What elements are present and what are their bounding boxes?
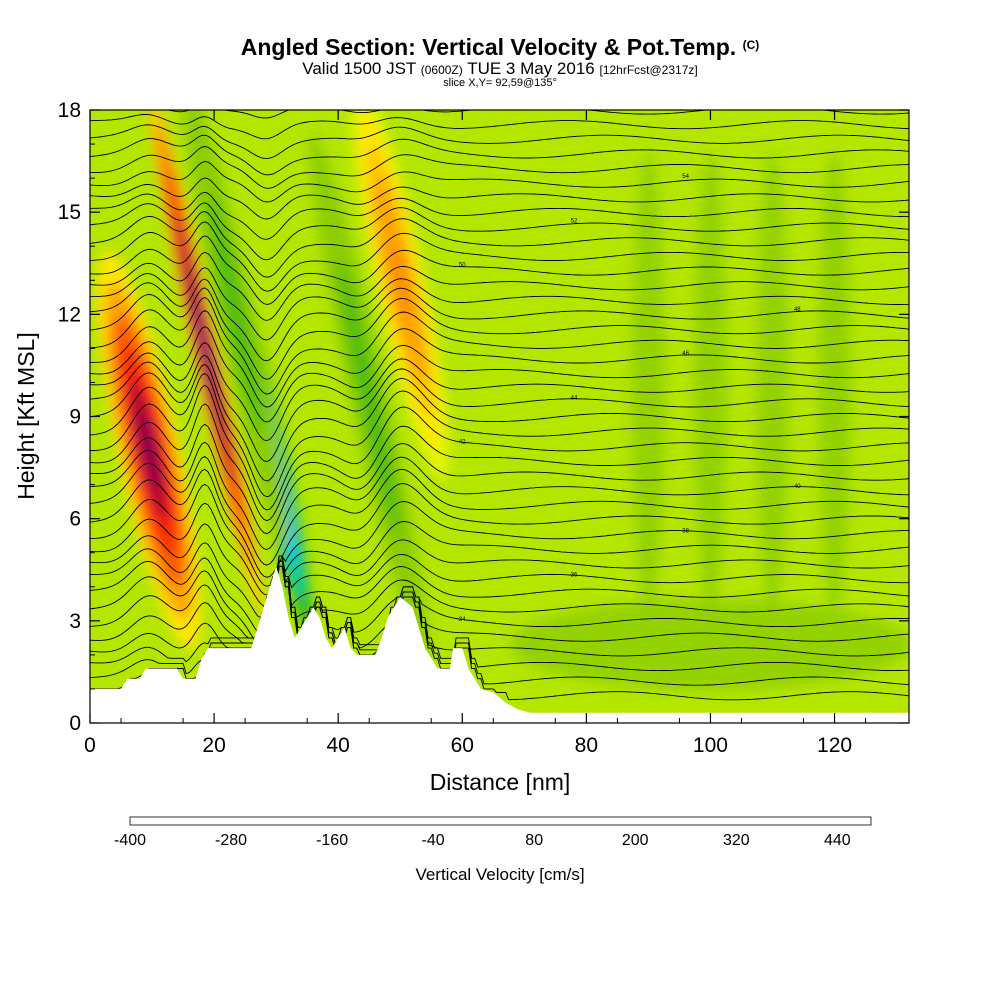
colorbar-label: 80	[525, 832, 543, 849]
x-axis-title: Distance [nm]	[430, 769, 571, 795]
y-tick-label: 6	[69, 508, 81, 531]
colorbar-label: -280	[215, 832, 247, 849]
contour-label: 40	[794, 484, 801, 490]
contour-label: 36	[571, 573, 578, 579]
contour-label: 34	[459, 617, 466, 623]
isentrope	[90, 251, 909, 321]
isentrope	[90, 468, 909, 578]
isentrope	[90, 455, 909, 566]
isentrope	[90, 560, 909, 686]
weak-band	[756, 152, 789, 613]
isentrope	[90, 235, 909, 305]
updraft-core	[193, 295, 217, 402]
isentrope	[90, 124, 909, 160]
colorbar-label: 200	[622, 832, 649, 849]
isentrope	[90, 483, 909, 587]
isentrope	[90, 287, 909, 380]
isentrope	[90, 542, 909, 618]
updraft-core	[390, 240, 411, 321]
isentrope	[90, 565, 909, 646]
contour-label: 50	[459, 263, 466, 269]
terrain-mask	[90, 566, 909, 723]
contour-label: 44	[571, 395, 578, 401]
x-tick-label: 60	[451, 734, 474, 757]
isentrope	[90, 354, 909, 463]
contour-label: 46	[682, 351, 689, 357]
isentrope	[90, 502, 909, 596]
isentrope	[90, 296, 909, 395]
isentrope	[90, 565, 909, 657]
isentrope	[90, 441, 909, 550]
chart-title: Angled Section: Vertical Velocity & Pot.…	[240, 34, 760, 60]
x-axis: 0 20 40 60 80 100 120	[84, 110, 867, 757]
isentrope	[90, 221, 909, 292]
weak-band	[632, 152, 665, 613]
colorbar-title: Vertical Velocity [cm/s]	[415, 865, 584, 884]
isentrope	[90, 523, 909, 608]
plot-area: 34 36 38 40 42 44 46 48 50 52 54	[90, 87, 909, 723]
colorbar-label: -40	[422, 832, 445, 849]
x-tick-label: 0	[84, 734, 96, 757]
y-tick-label: 9	[69, 406, 81, 429]
contour-label: 42	[459, 440, 466, 446]
isentrope	[90, 403, 909, 522]
isentrope	[90, 555, 909, 639]
isentrope	[90, 384, 909, 511]
isentrope	[90, 423, 909, 535]
isentrope	[90, 161, 909, 203]
isentrope	[90, 560, 909, 649]
isentrope	[90, 202, 909, 261]
y-axis-title: Height [Kft MSL]	[13, 332, 39, 499]
isentrope	[90, 87, 909, 100]
title-block: Angled Section: Vertical Velocity & Pot.…	[0, 36, 1000, 89]
isentrope	[90, 363, 909, 482]
isentrope	[90, 555, 909, 672]
isentrope	[90, 146, 909, 189]
isentrope	[90, 557, 909, 633]
colorbar-label: -160	[316, 832, 348, 849]
isentrope	[90, 309, 909, 408]
y-tick-label: 15	[58, 201, 81, 224]
x-tick-label: 40	[327, 734, 350, 757]
y-tick-label: 12	[58, 303, 81, 326]
downdraft-core	[225, 267, 247, 361]
isentrope	[90, 267, 909, 341]
colorbar-frame	[129, 816, 872, 826]
isentrope	[90, 191, 909, 240]
isentrope	[90, 278, 909, 362]
isentrope	[90, 341, 909, 442]
y-tick-label: 0	[69, 712, 81, 735]
colorbar-label: -400	[114, 832, 146, 849]
weak-band	[818, 152, 851, 613]
x-tick-label: 80	[575, 734, 598, 757]
y-tick-label: 3	[69, 610, 81, 633]
x-tick-label: 100	[693, 734, 728, 757]
slice-label: slice X,Y= 92,59@135°	[443, 77, 557, 89]
isentrope	[90, 114, 909, 140]
isentrope	[90, 134, 909, 176]
isentrope	[90, 177, 909, 220]
contour-label: 38	[682, 528, 689, 534]
contour-label: 54	[682, 174, 689, 180]
weak-band	[694, 152, 727, 613]
colorbar: -400 -280 -160 -40 80 200 320 440	[114, 816, 872, 849]
x-tick-label: 120	[817, 734, 852, 757]
isentrope	[90, 372, 909, 498]
contour-label: 52	[571, 218, 578, 224]
colorbar-label: 440	[824, 832, 851, 849]
colorbar-label: 320	[723, 832, 750, 849]
isentrope	[90, 211, 909, 278]
downdraft-core	[357, 346, 382, 453]
weak-band	[510, 599, 909, 690]
x-tick-label: 20	[202, 734, 225, 757]
contour-label: 48	[794, 307, 801, 313]
y-tick-label: 18	[58, 99, 81, 122]
chart-subtitle: Valid 1500 JST (0600Z) TUE 3 May 2016 [1…	[302, 59, 698, 78]
isentrope	[90, 326, 909, 423]
